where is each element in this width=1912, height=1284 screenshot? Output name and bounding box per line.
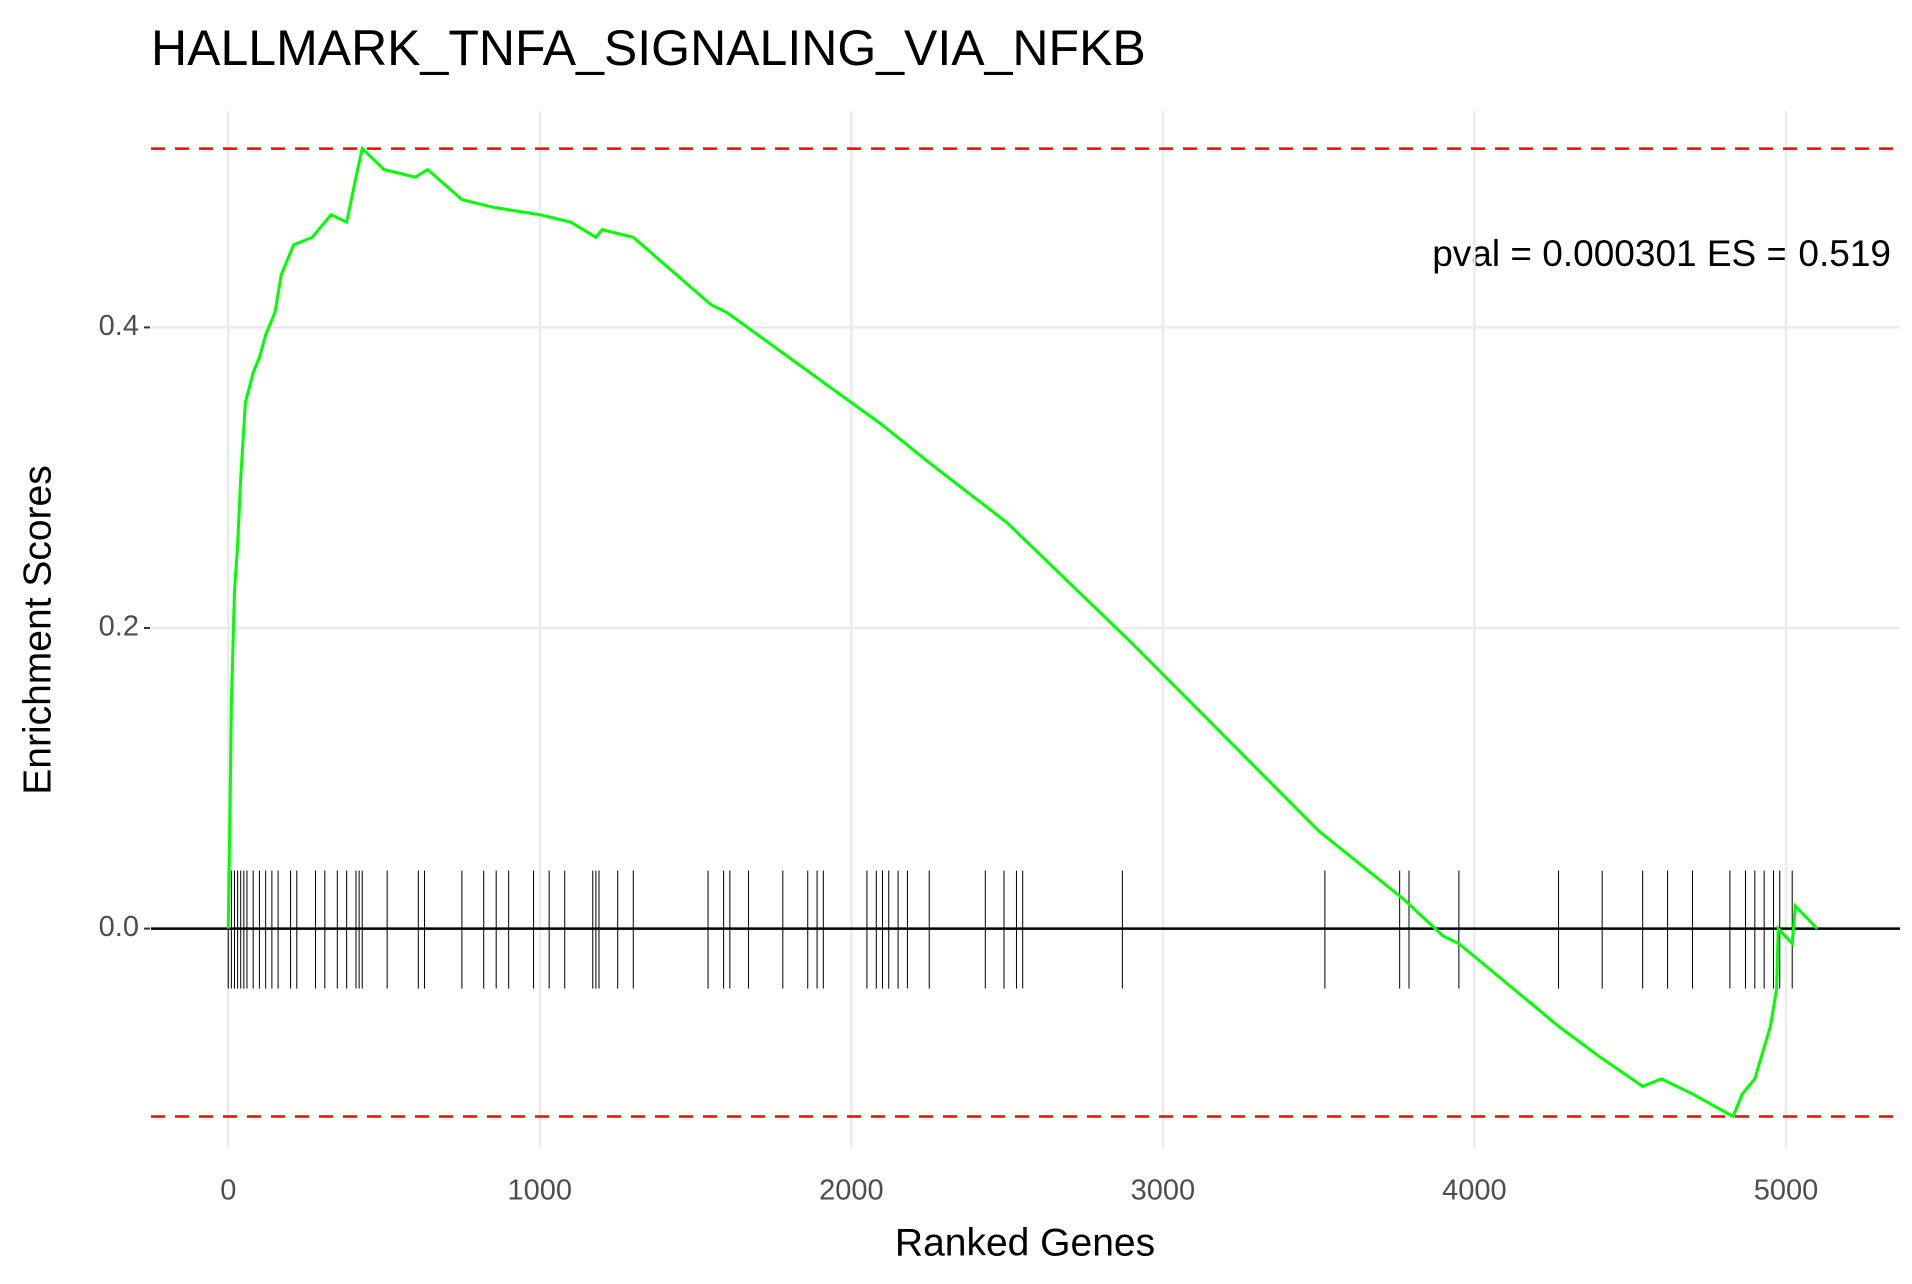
y-axis-label: Enrichment Scores <box>16 465 59 794</box>
y-tick-label: 0.0 <box>99 911 139 943</box>
chart-title: HALLMARK_TNFA_SIGNALING_VIA_NFKB <box>151 20 1146 76</box>
x-tick-label: 1000 <box>508 1175 573 1207</box>
x-tick-label: 5000 <box>1754 1175 1819 1207</box>
annotation: pval = 0.000301 ES = 0.519 <box>1432 233 1891 274</box>
x-tick-label: 4000 <box>1442 1175 1507 1207</box>
x-tick-label: 2000 <box>819 1175 884 1207</box>
x-tick-label: 0 <box>220 1175 236 1207</box>
y-tick-label: 0.4 <box>99 310 139 342</box>
y-tick-label: 0.2 <box>99 611 139 643</box>
x-axis-label: Ranked Genes <box>895 1221 1155 1264</box>
es-curve <box>226 145 1819 1119</box>
x-tick-label: 3000 <box>1131 1175 1196 1207</box>
